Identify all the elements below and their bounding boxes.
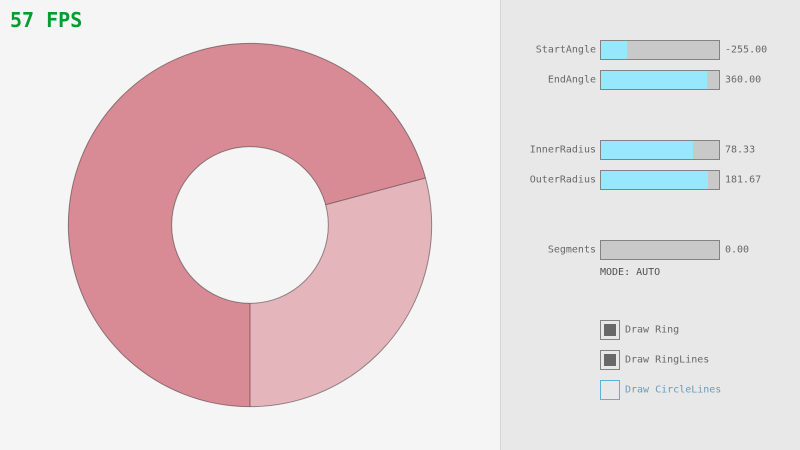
slider-row-endangle: EndAngle 360.00 [501, 70, 800, 90]
outerradius-sliderbar[interactable] [600, 170, 720, 190]
draw-ring-checkbox[interactable] [600, 320, 620, 340]
startangle-value: -255.00 [725, 44, 768, 56]
segments-value: 0.00 [725, 244, 750, 256]
draw-ring-label: Draw Ring [625, 324, 680, 336]
startangle-sliderbar[interactable] [600, 40, 720, 60]
innerradius-slider-fill [601, 141, 694, 159]
endangle-value: 360.00 [725, 74, 762, 86]
innerradius-value: 78.33 [725, 144, 756, 156]
checkbox-row-draw-ring: Draw Ring [501, 320, 800, 340]
outerradius-slider-fill [601, 171, 709, 189]
draw-ringlines-label: Draw RingLines [625, 354, 710, 366]
startangle-label: StartAngle [535, 44, 596, 56]
controls-panel: StartAngle -255.00 EndAngle 360.00 Inner… [500, 0, 800, 450]
segments-label: Segments [547, 244, 596, 256]
slider-row-innerradius: InnerRadius 78.33 [501, 140, 800, 160]
slider-row-segments: Segments 0.00 [501, 240, 800, 260]
endangle-sliderbar[interactable] [600, 70, 720, 90]
checkbox-row-draw-ringlines: Draw RingLines [501, 350, 800, 370]
draw-ringlines-checkbox[interactable] [600, 350, 620, 370]
draw-circlelines-checkbox[interactable] [600, 380, 620, 400]
outerradius-value: 181.67 [725, 174, 762, 186]
fps-counter: 57 FPS [10, 8, 83, 32]
mode-indicator: MODE: AUTO [600, 267, 661, 278]
innerradius-sliderbar[interactable] [600, 140, 720, 160]
slider-row-outerradius: OuterRadius 181.67 [501, 170, 800, 190]
outerradius-label: OuterRadius [529, 174, 596, 186]
slider-row-startangle: StartAngle -255.00 [501, 40, 800, 60]
draw-circlelines-label: Draw CircleLines [625, 384, 722, 396]
innerradius-label: InnerRadius [529, 144, 596, 156]
segments-sliderbar[interactable] [600, 240, 720, 260]
endangle-label: EndAngle [547, 74, 596, 86]
endangle-slider-fill [601, 71, 708, 89]
startangle-slider-fill [601, 41, 627, 59]
checkbox-row-draw-circlelines: Draw CircleLines [501, 380, 800, 400]
